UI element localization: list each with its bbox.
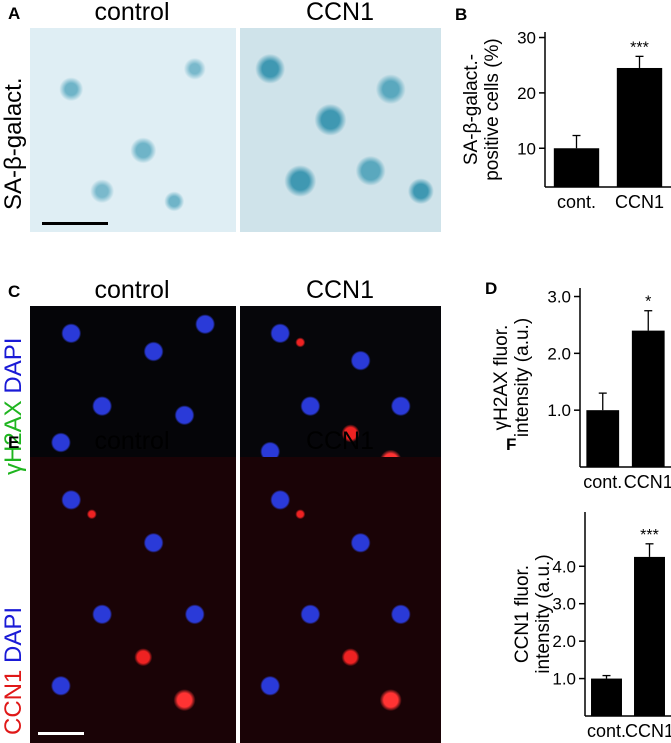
y-tick-label: 1.0 [547,401,571,420]
y-tick-label: 2.0 [547,344,571,363]
panel-letter: E [8,433,20,452]
bar [631,330,665,467]
scale-bar [42,222,108,225]
x-tick-label: cont. [557,192,596,212]
panel-letter: C [8,282,21,301]
significance: * [645,294,651,311]
column-header: CCN1 [305,427,375,455]
bar [616,67,663,187]
panel-letter: D [485,279,497,298]
y-tick-label: 30 [517,29,536,48]
x-tick-label: cont. [583,472,622,492]
bar [634,556,665,716]
y-tick-label: 3.0 [552,595,576,614]
micrograph [240,28,441,232]
x-tick-label: CCN1 [615,192,664,212]
column-header: CCN1 [305,0,375,26]
bar [553,148,600,187]
column-header: control [94,427,170,455]
x-tick-label: CCN1 [625,721,671,741]
y-axis-label: intensity (a.u.) [533,554,554,673]
y-tick-label: 10 [517,139,536,158]
column-header: control [94,276,170,304]
micrograph [30,457,236,743]
y-axis-label: CCN1 fluor. [512,565,533,663]
micrograph [30,28,236,232]
y-axis-label: γH2AX fluor. [491,325,512,431]
y-tick-label: 3.0 [547,288,571,307]
y-tick-label: 4.0 [552,557,576,576]
y-tick-label: 2.0 [552,632,576,651]
micrograph [240,457,441,743]
x-tick-label: CCN1 [624,472,671,492]
y-axis-label: positive cells (%) [482,38,503,181]
column-header: control [94,0,170,26]
scale-bar [38,732,84,735]
bar [591,678,622,716]
panel-letter: B [455,5,467,24]
y-axis-label: SA-β-galact.- [461,54,482,165]
significance: *** [640,527,659,544]
panel-letter: A [8,4,21,23]
y-axis-label: intensity (a.u.) [512,318,533,437]
bar [586,410,620,467]
panel-letter: F [506,435,516,454]
y-tick-label: 1.0 [552,670,576,689]
y-tick-label: 20 [517,84,536,103]
significance: *** [630,39,649,56]
x-tick-label: cont. [587,721,626,741]
column-header: CCN1 [305,276,375,304]
